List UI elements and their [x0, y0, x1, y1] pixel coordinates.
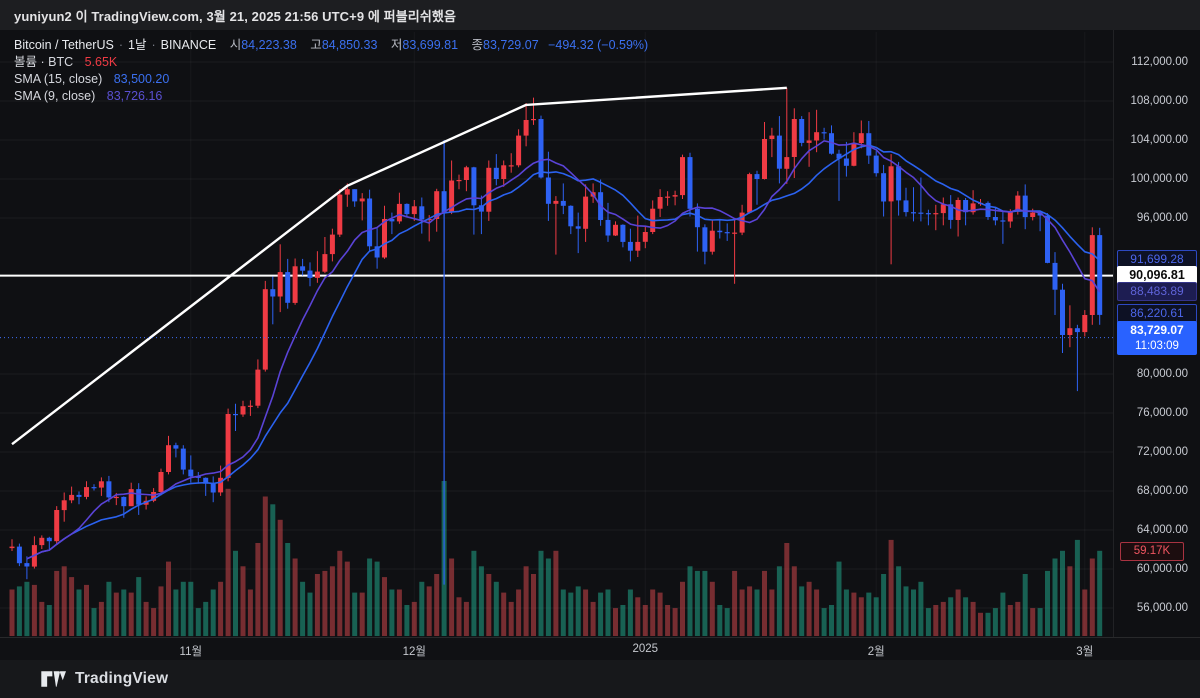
change-value: −494.32 (−0.59%) — [548, 38, 649, 52]
x-axis-month-label: 2월 — [867, 646, 885, 658]
volume-value: 5.65K — [84, 55, 118, 69]
y-axis-tick-label: 68,000.00 — [1136, 485, 1188, 497]
symbol-title[interactable]: Bitcoin / TetherUS — [14, 38, 114, 52]
exchange-label[interactable]: BINANCE — [160, 38, 217, 52]
x-axis-month-label: 3월 — [1076, 646, 1094, 658]
y-axis-tick-label: 112,000.00 — [1131, 56, 1188, 68]
symbol-row[interactable]: Bitcoin / TetherUS · 1날 · BINANCE 시84,223.38… — [14, 37, 648, 54]
separator-dot: · — [151, 38, 156, 52]
close-key: 종 — [471, 38, 484, 52]
time-axis[interactable]: 11월 12월 2025 2월 3월 — [0, 637, 1200, 660]
price-axis[interactable]: 112,000.00 108,000.00 104,000.00 100,000.00… — [1113, 30, 1200, 637]
sma15-row[interactable]: SMA (15, close) 83,500.20 — [14, 71, 648, 88]
high-key: 고 — [310, 38, 322, 52]
sma9-price-label: 88,483.89 — [1117, 281, 1197, 301]
interval-label[interactable]: 1날 — [128, 38, 147, 52]
y-axis-tick-label: 96,000.00 — [1136, 212, 1188, 224]
sma9-value: 83,726.16 — [106, 89, 163, 103]
x-axis-month-label: 2025 — [632, 643, 659, 655]
y-axis-tick-label: 60,000.00 — [1136, 563, 1188, 575]
x-axis-month-label: 11월 — [179, 646, 203, 658]
low-value: 83,699.81 — [402, 38, 459, 52]
y-axis-tick-label: 64,000.00 — [1136, 524, 1188, 536]
y-axis-tick-label: 72,000.00 — [1136, 446, 1188, 458]
volume-label[interactable]: 볼륨 · BTC — [14, 55, 74, 69]
volume-axis-label: 59.17K — [1120, 541, 1184, 561]
price-level-label: 86,220.61 — [1117, 303, 1197, 323]
open-value: 84,223.38 — [241, 38, 297, 52]
separator-dot: · — [118, 38, 123, 52]
tradingview-brand-text[interactable]: TradingView — [75, 670, 169, 687]
close-value: 83,729.07 — [483, 38, 539, 52]
current-price-label: 83,729.07 11:03:09 — [1117, 320, 1197, 355]
hline-price-label: 90,096.81 — [1117, 266, 1197, 286]
candlestick-chart-canvas[interactable] — [0, 0, 1113, 660]
y-axis-tick-label: 108,000.00 — [1130, 95, 1188, 107]
y-axis-tick-label: 76,000.00 — [1136, 407, 1188, 419]
y-axis-tick-label: 56,000.00 — [1136, 602, 1188, 614]
publish-bar: yuniyun2 이 TradingView.com, 3월 21, 2025 … — [0, 0, 1200, 30]
tradingview-logo-icon[interactable] — [40, 669, 66, 689]
sma15-label[interactable]: SMA (15, close) — [14, 72, 103, 86]
sma9-row[interactable]: SMA (9, close) 83,726.16 — [14, 88, 648, 105]
open-key: 시 — [229, 38, 242, 52]
sma15-value: 83,500.20 — [113, 72, 170, 86]
y-axis-tick-label: 100,000.00 — [1130, 173, 1188, 185]
y-axis-tick-label: 80,000.00 — [1136, 368, 1188, 380]
x-axis-month-label: 12월 — [402, 646, 426, 658]
bar-close-countdown: 11:03:09 — [1135, 339, 1179, 352]
sma9-label[interactable]: SMA (9, close) — [14, 89, 96, 103]
y-axis-tick-label: 104,000.00 — [1130, 134, 1188, 146]
publish-info: yuniyun2 이 TradingView.com, 3월 21, 2025 … — [14, 8, 457, 24]
chart-legend: Bitcoin / TetherUS · 1날 · BINANCE 시84,223.38… — [14, 37, 648, 105]
high-value: 84,850.33 — [321, 38, 378, 52]
footer-bar: TradingView — [0, 660, 1200, 698]
low-key: 저 — [390, 38, 403, 52]
volume-row[interactable]: 볼륨 · BTC 5.65K — [14, 54, 648, 71]
